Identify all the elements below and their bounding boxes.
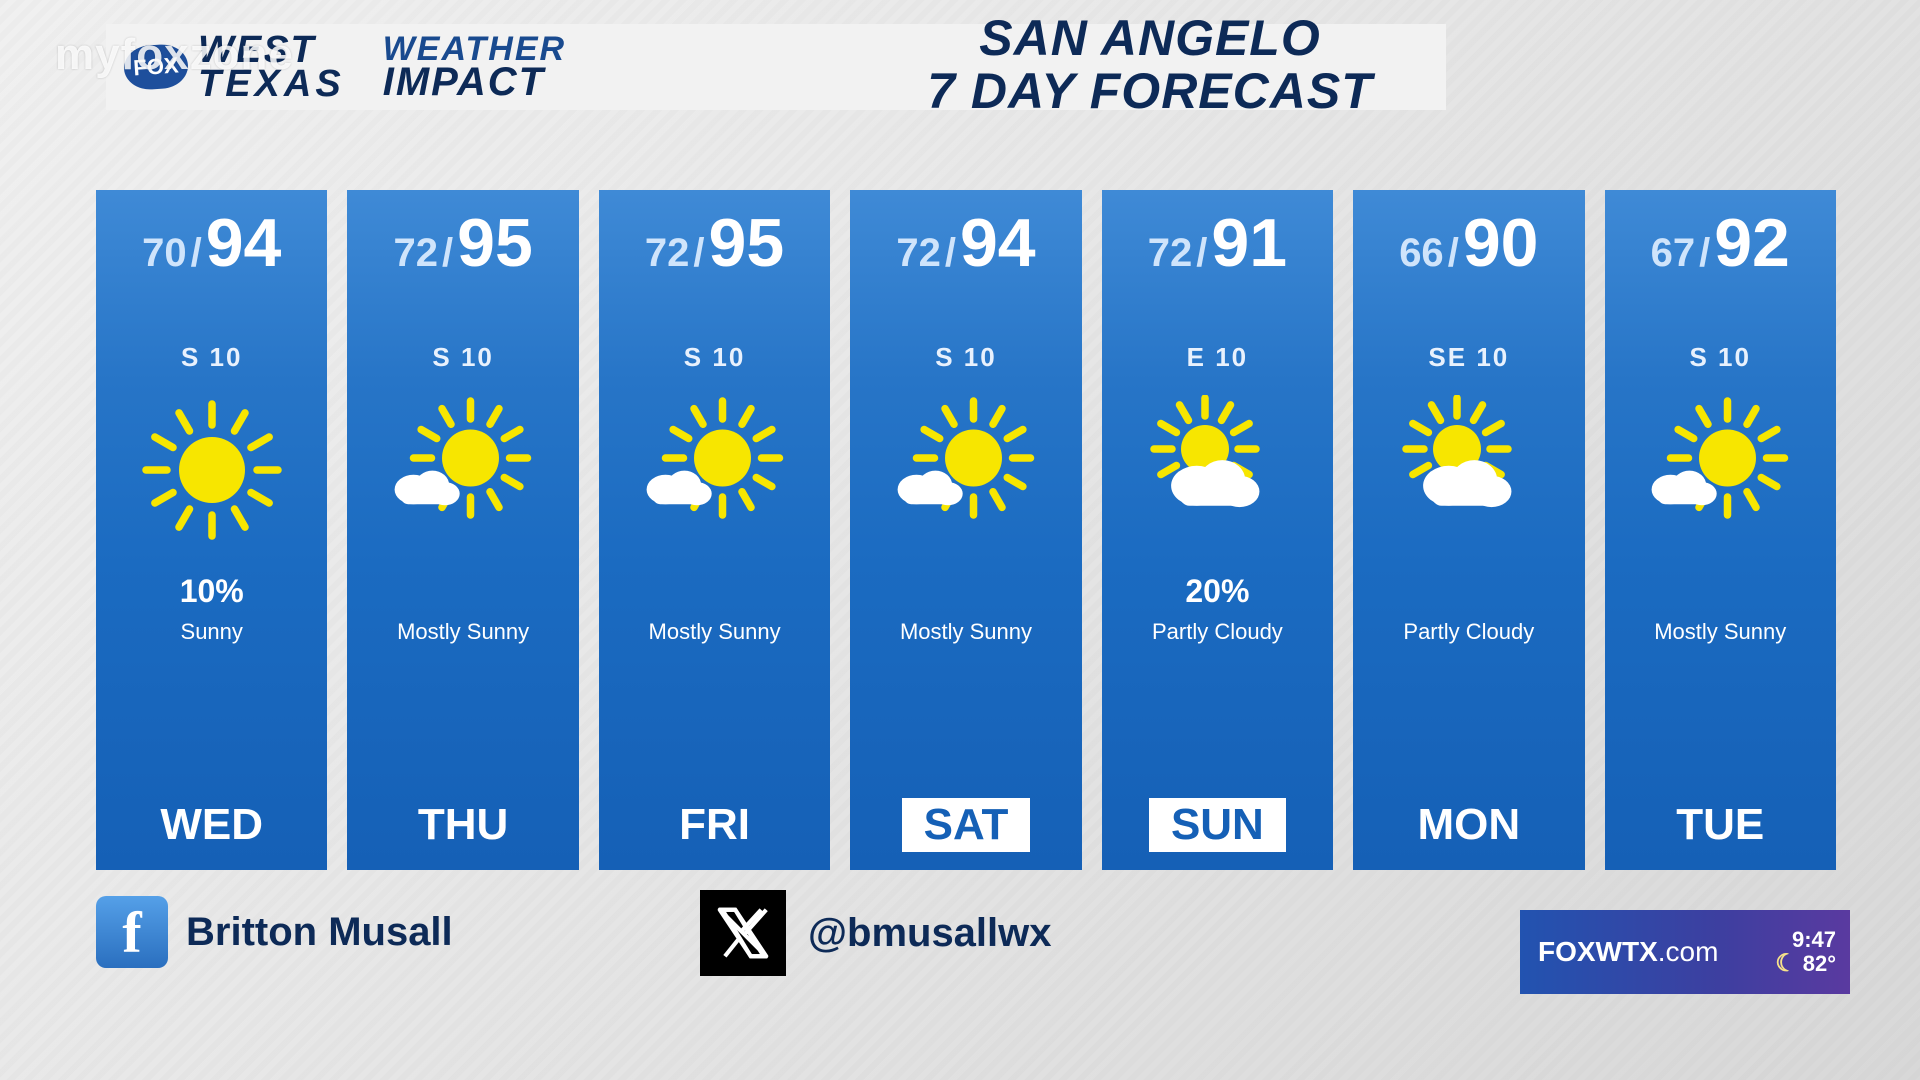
forecast-cards: 70 / 94 S 10 10% Sunny WED 72 / 95 S 10 (96, 190, 1836, 870)
high-temp: 95 (709, 204, 785, 282)
day-row: MON (1353, 786, 1584, 870)
title-line-1: SAN ANGELO (700, 12, 1600, 65)
day-abbr: SUN (1149, 798, 1286, 852)
temps: 72 / 91 (1148, 204, 1287, 282)
x-icon (700, 890, 786, 976)
day-abbr: FRI (657, 798, 772, 852)
moon-icon: ☾ (1775, 951, 1797, 976)
forecast-card-mon: 66 / 90 SE 10 Partly Cloudy MON (1353, 190, 1584, 870)
weather-icon (132, 395, 292, 545)
forecast-card-sun: 72 / 91 E 10 20% Partly Cloudy SUN (1102, 190, 1333, 870)
temp-sep: / (691, 231, 706, 276)
day-row: THU (347, 786, 578, 870)
temps: 66 / 90 (1399, 204, 1538, 282)
high-temp: 90 (1463, 204, 1539, 282)
temps: 72 / 95 (394, 204, 533, 282)
social-x: @bmusallwx (700, 890, 1052, 976)
wind-label: S 10 (1689, 342, 1751, 373)
title-line-2: 7 DAY FORECAST (700, 65, 1600, 118)
wind-label: S 10 (181, 342, 243, 373)
low-temp: 70 (142, 231, 187, 276)
low-temp: 72 (394, 231, 439, 276)
temps: 70 / 94 (142, 204, 281, 282)
day-abbr: MON (1395, 798, 1542, 852)
forecast-card-thu: 72 / 95 S 10 Mostly Sunny THU (347, 190, 578, 870)
social-facebook: f Britton Musall (96, 896, 453, 968)
weather-icon (635, 395, 795, 545)
day-row: SAT (850, 786, 1081, 870)
conditions-desc: Partly Cloudy (1403, 619, 1534, 645)
day-row: SUN (1102, 786, 1333, 870)
forecast-card-tue: 67 / 92 S 10 Mostly Sunny TUE (1605, 190, 1836, 870)
forecast-card-sat: 72 / 94 S 10 Mostly Sunny SAT (850, 190, 1081, 870)
station-url: FOXWTX.com (1520, 936, 1718, 968)
temp-sep: / (1446, 231, 1461, 276)
weather-icon (1389, 395, 1549, 545)
forecast-title: SAN ANGELO 7 DAY FORECAST (700, 12, 1600, 117)
low-temp: 72 (1148, 231, 1193, 276)
high-temp: 94 (960, 204, 1036, 282)
watermark-text: myfoxzone (55, 30, 294, 80)
high-temp: 95 (457, 204, 533, 282)
temps: 72 / 94 (896, 204, 1035, 282)
station-conditions: 9:47 ☾ 82° (1775, 928, 1850, 976)
forecast-card-fri: 72 / 95 S 10 Mostly Sunny FRI (599, 190, 830, 870)
wind-label: S 10 (432, 342, 494, 373)
low-temp: 66 (1399, 231, 1444, 276)
temps: 72 / 95 (645, 204, 784, 282)
weather-icon (886, 395, 1046, 545)
conditions-desc: Mostly Sunny (900, 619, 1032, 645)
wind-label: S 10 (684, 342, 746, 373)
day-abbr: WED (138, 798, 285, 852)
high-temp: 92 (1714, 204, 1790, 282)
conditions-desc: Sunny (181, 619, 243, 645)
temp-sep: / (189, 231, 204, 276)
impact-label: IMPACT (383, 64, 566, 100)
temp-sep: / (1697, 231, 1712, 276)
facebook-icon: f (96, 896, 168, 968)
day-row: FRI (599, 786, 830, 870)
low-temp: 72 (645, 231, 690, 276)
weather-impact-logo: WEATHER IMPACT (383, 34, 566, 101)
conditions-desc: Mostly Sunny (1654, 619, 1786, 645)
temps: 67 / 92 (1651, 204, 1790, 282)
conditions-desc: Mostly Sunny (649, 619, 781, 645)
station-box: FOXWTX.com 9:47 ☾ 82° (1520, 910, 1850, 994)
high-temp: 94 (206, 204, 282, 282)
conditions-desc: Mostly Sunny (397, 619, 529, 645)
precip-chance: 10% (180, 573, 244, 613)
temp-sep: / (1194, 231, 1209, 276)
facebook-name: Britton Musall (186, 910, 453, 955)
day-row: TUE (1605, 786, 1836, 870)
day-abbr: TUE (1654, 798, 1786, 852)
low-temp: 67 (1651, 231, 1696, 276)
day-abbr: THU (396, 798, 530, 852)
high-temp: 91 (1211, 204, 1287, 282)
weather-icon (1640, 395, 1800, 545)
weather-icon (383, 395, 543, 545)
day-row: WED (96, 786, 327, 870)
day-abbr: SAT (902, 798, 1031, 852)
x-handle: @bmusallwx (808, 911, 1052, 956)
precip-chance: 20% (1185, 573, 1249, 613)
temp-sep: / (440, 231, 455, 276)
station-domain: .com (1658, 936, 1719, 967)
conditions-desc: Partly Cloudy (1152, 619, 1283, 645)
wind-label: E 10 (1187, 342, 1249, 373)
wind-label: S 10 (935, 342, 997, 373)
forecast-card-wed: 70 / 94 S 10 10% Sunny WED (96, 190, 327, 870)
low-temp: 72 (896, 231, 941, 276)
station-site: FOXWTX (1538, 936, 1658, 967)
station-clock: 9:47 (1775, 928, 1836, 951)
temp-sep: / (943, 231, 958, 276)
wind-label: SE 10 (1428, 342, 1509, 373)
station-temp: 82° (1803, 952, 1836, 975)
weather-icon (1137, 395, 1297, 545)
